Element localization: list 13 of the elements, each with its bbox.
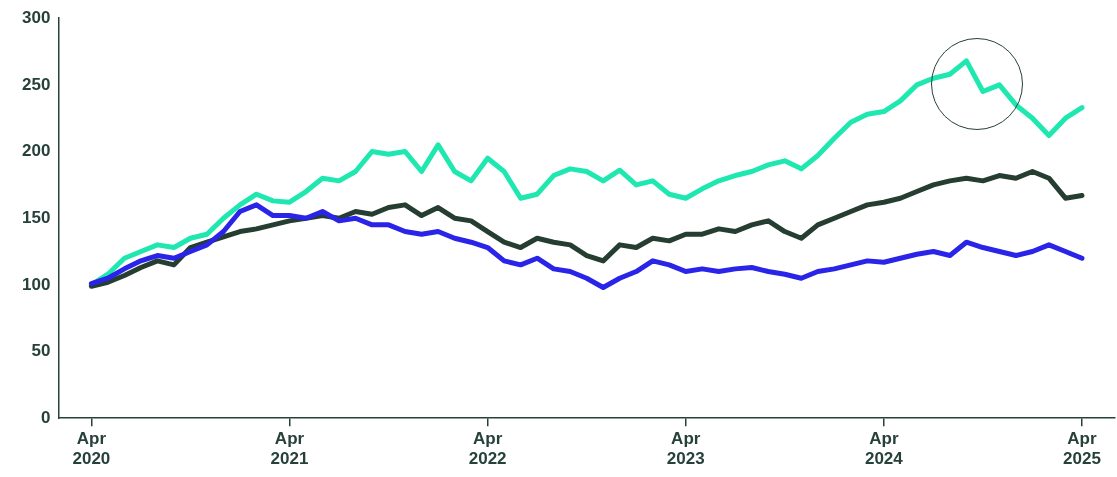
x-tick-label: Apr 2021 (270, 429, 309, 469)
x-tick-label: Apr 2020 (72, 429, 111, 469)
y-tick-label: 300 (21, 7, 51, 27)
y-tick-label: 150 (21, 207, 51, 227)
y-tick-label: 200 (21, 141, 51, 161)
y-tick-label: 100 (21, 274, 51, 294)
y-tick-label: 50 (31, 341, 51, 361)
x-tick-label: Apr 2025 (1063, 429, 1101, 469)
y-tick-label: 250 (21, 74, 51, 94)
x-tick-label: Apr 2024 (864, 429, 904, 469)
x-tick-label: Apr 2022 (468, 429, 507, 469)
x-tick-label: Apr 2023 (666, 429, 705, 469)
y-tick-label: 0 (40, 407, 51, 427)
